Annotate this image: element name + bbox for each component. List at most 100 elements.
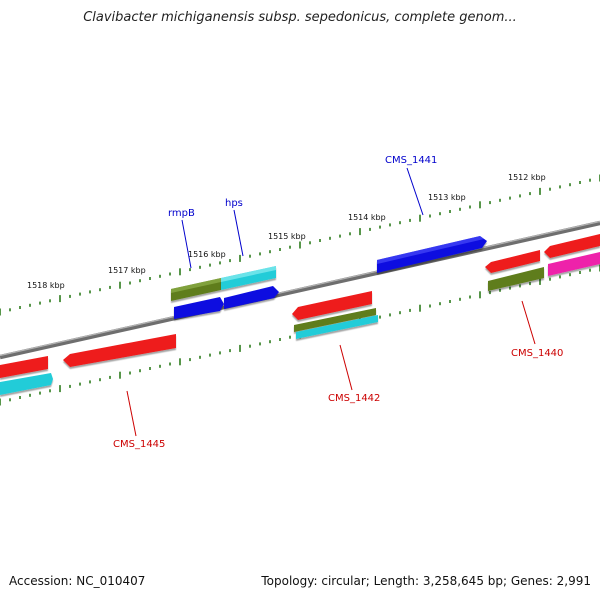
lower-scale-tick bbox=[49, 389, 51, 393]
lower-scale-tick bbox=[479, 291, 481, 299]
scale-label-1516: 1516 kbp bbox=[188, 250, 226, 259]
label-rmpb[interactable]: rmpB bbox=[168, 208, 195, 219]
lower-scale-tick bbox=[459, 297, 461, 301]
lower-scale-tick bbox=[579, 271, 581, 274]
leader-cms-1445 bbox=[126, 390, 137, 437]
upper-scale-tick bbox=[69, 294, 71, 298]
label-cms-1441[interactable]: CMS_1441 bbox=[385, 155, 437, 166]
upper-scale-tick bbox=[509, 196, 511, 200]
gene-rmpb-highlight bbox=[171, 278, 221, 293]
upper-scale-tick bbox=[9, 308, 11, 312]
upper-scale-tick bbox=[169, 272, 171, 276]
upper-scale-tick bbox=[549, 187, 551, 191]
upper-scale-tick bbox=[269, 250, 271, 254]
gene-cyan-left-edge[interactable] bbox=[0, 373, 53, 395]
lower-scale-tick bbox=[559, 275, 561, 279]
gene-cms-1441[interactable] bbox=[377, 236, 487, 273]
upper-scale-tick bbox=[209, 263, 211, 267]
lower-scale-tick bbox=[259, 342, 261, 346]
upper-scale-tick bbox=[439, 212, 441, 216]
upper-scale-tick bbox=[239, 254, 241, 262]
upper-scale-tick bbox=[469, 205, 471, 209]
scale-label-1512: 1512 kbp bbox=[508, 173, 546, 182]
upper-scale-tick bbox=[559, 185, 561, 189]
upper-scale-tick bbox=[19, 306, 21, 309]
upper-scale-tick bbox=[389, 223, 391, 227]
label-cms-1442[interactable]: CMS_1442 bbox=[328, 393, 380, 404]
lower-scale-tick bbox=[159, 364, 161, 368]
upper-scale-tick bbox=[459, 207, 461, 211]
upper-scale-tick bbox=[59, 295, 61, 303]
upper-scale-tick bbox=[29, 303, 31, 307]
gene-red-left-edge[interactable] bbox=[0, 356, 48, 378]
gene-blue-right[interactable] bbox=[224, 286, 279, 309]
lower-scale-tick bbox=[529, 282, 531, 286]
scale-label-1514: 1514 kbp bbox=[348, 213, 386, 222]
upper-scale-tick bbox=[149, 277, 151, 280]
gene-cyan-center[interactable] bbox=[296, 315, 378, 339]
scale-label-1518: 1518 kbp bbox=[27, 281, 65, 290]
upper-scale-tick bbox=[79, 292, 81, 296]
upper-scale-tick bbox=[139, 279, 141, 283]
gene-red-right-2[interactable] bbox=[544, 234, 600, 258]
leader-rmpb bbox=[181, 219, 192, 269]
upper-scale-tick bbox=[0, 308, 1, 316]
upper-scale-tick bbox=[329, 236, 331, 240]
lower-scale-tick bbox=[399, 311, 401, 315]
lower-scale-tick bbox=[219, 351, 221, 355]
lower-scale-tick bbox=[409, 308, 411, 312]
label-cms-1440[interactable]: CMS_1440 bbox=[511, 348, 563, 359]
upper-scale-tick bbox=[109, 285, 111, 289]
leader-cms-1440 bbox=[521, 300, 536, 345]
upper-scale-tick bbox=[479, 201, 481, 209]
upper-scale-tick bbox=[579, 181, 581, 184]
lower-scale-tick bbox=[139, 369, 141, 373]
lower-scale-tick bbox=[589, 268, 591, 272]
lower-scale-tick bbox=[279, 338, 281, 341]
upper-scale-tick bbox=[229, 259, 231, 263]
upper-scale-tick bbox=[299, 241, 301, 249]
upper-scale-tick bbox=[339, 234, 341, 238]
lower-scale-tick bbox=[39, 391, 41, 395]
lower-scale-tick bbox=[109, 375, 111, 379]
gene-olive-center[interactable] bbox=[294, 308, 376, 332]
gene-blue-left[interactable] bbox=[174, 297, 224, 319]
upper-scale-tick bbox=[99, 288, 101, 292]
upper-scale-tick bbox=[519, 194, 521, 198]
lower-scale-tick bbox=[99, 378, 101, 382]
upper-scale-tick bbox=[159, 274, 161, 278]
lower-scale-tick bbox=[29, 393, 31, 397]
upper-scale-tick bbox=[489, 201, 491, 205]
lower-scale-tick bbox=[379, 315, 381, 319]
upper-scale-tick bbox=[589, 178, 591, 182]
upper-scale-tick bbox=[119, 281, 121, 289]
gene-olive-right[interactable] bbox=[488, 267, 544, 291]
upper-scale-tick bbox=[569, 183, 571, 187]
gene-red-right-1[interactable] bbox=[485, 250, 540, 273]
gene-cms-1445[interactable] bbox=[63, 334, 176, 367]
scale-label-1515: 1515 kbp bbox=[268, 232, 306, 241]
label-hps[interactable]: hps bbox=[225, 198, 243, 209]
upper-scale-tick bbox=[449, 210, 451, 213]
upper-scale-tick bbox=[259, 252, 261, 256]
gene-cms-1442[interactable] bbox=[292, 291, 372, 320]
lower-scale-tick bbox=[549, 277, 551, 281]
upper-scale-tick bbox=[309, 241, 311, 245]
upper-scale-tick bbox=[289, 245, 291, 249]
label-cms-1445[interactable]: CMS_1445 bbox=[113, 439, 165, 450]
upper-scale-tick bbox=[39, 301, 41, 305]
gene-magenta-right[interactable] bbox=[548, 252, 600, 276]
upper-scale-tick bbox=[89, 290, 91, 294]
scale-label-1517: 1517 kbp bbox=[108, 266, 146, 275]
lower-scale-tick bbox=[19, 396, 21, 399]
lower-scale-tick bbox=[199, 355, 201, 359]
upper-scale-tick bbox=[369, 227, 371, 231]
lower-scale-tick bbox=[489, 291, 491, 295]
upper-scale-tick bbox=[349, 232, 351, 236]
lower-scale-tick bbox=[519, 284, 521, 288]
upper-scale-tick bbox=[249, 254, 251, 258]
upper-scale-tick bbox=[419, 214, 421, 222]
lower-scale-tick bbox=[129, 371, 131, 375]
lower-scale-tick bbox=[89, 380, 91, 384]
upper-scale-tick bbox=[379, 225, 381, 229]
